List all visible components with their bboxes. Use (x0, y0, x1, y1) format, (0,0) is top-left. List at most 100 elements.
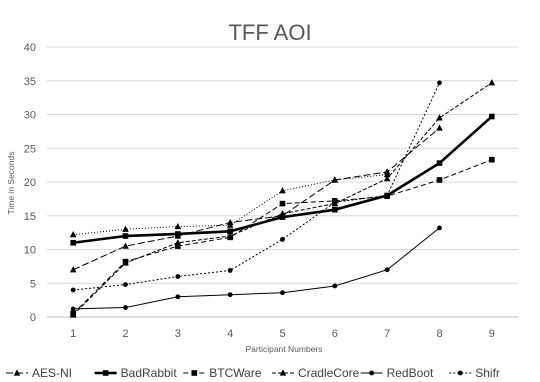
y-tick-label: 5 (30, 278, 36, 290)
series-badrabbit (70, 113, 495, 246)
data-point (436, 124, 443, 131)
data-point (332, 199, 338, 205)
data-point (279, 214, 286, 220)
data-point (70, 287, 76, 293)
data-point (123, 305, 128, 310)
data-point (69, 311, 77, 318)
x-tick-label: 3 (175, 328, 181, 340)
series-line (73, 227, 440, 310)
x-axis-title: Participant Numbers (245, 344, 322, 354)
series-lines (69, 79, 496, 318)
data-point (70, 239, 76, 246)
y-tick-label: 10 (24, 245, 36, 257)
legend-item: Shifr (449, 366, 500, 380)
series-line (72, 82, 493, 316)
series-line (73, 82, 440, 291)
data-point (226, 221, 234, 228)
legend-item: CradleCore (271, 366, 360, 380)
data-point (122, 242, 129, 249)
data-point (279, 200, 286, 207)
legend-marker (191, 370, 198, 376)
x-tick-label: 5 (279, 328, 285, 340)
y-axis-title: Time in Seconds (6, 152, 16, 215)
y-tick-label: 35 (24, 76, 36, 88)
series-redboot (70, 225, 442, 312)
x-tick-label: 9 (489, 328, 495, 340)
data-point (227, 228, 233, 235)
legend-item: RedBoot (360, 366, 434, 380)
legend: AES-NI BadRabbit BTCWare CradleCore RedBoot S… (6, 366, 500, 380)
data-point (279, 187, 286, 194)
data-point (488, 79, 496, 86)
legend-item: BTCWare (183, 366, 262, 380)
data-point (280, 290, 285, 296)
series-shifr (70, 80, 442, 293)
data-point (279, 210, 286, 217)
y-tick-label: 15 (24, 211, 36, 223)
data-point (122, 225, 129, 232)
data-point (175, 231, 181, 237)
data-point (69, 266, 77, 273)
x-tick-label: 6 (332, 328, 338, 340)
series-unlabeled-6 (69, 170, 391, 238)
data-point (227, 268, 233, 273)
data-point (175, 243, 181, 249)
data-point (226, 232, 234, 239)
y-tick-label: 20 (24, 177, 36, 189)
legend-marker (457, 370, 463, 376)
x-tick-labels: 1 2 3 4 5 6 7 8 9 (70, 328, 495, 340)
data-point (174, 222, 182, 230)
data-point (175, 294, 181, 300)
y-tick-label: 25 (24, 143, 36, 155)
legend-label: AES-NI (32, 366, 72, 380)
series-line (72, 127, 440, 271)
data-point (489, 113, 495, 120)
series-cradlecore (69, 79, 496, 318)
y-tick-label: 30 (24, 110, 36, 122)
data-point (383, 170, 391, 178)
data-point (175, 274, 181, 279)
data-point (280, 236, 285, 242)
data-point (437, 80, 442, 86)
data-point (436, 177, 443, 183)
data-point (122, 233, 129, 239)
data-point (123, 282, 128, 287)
data-point (383, 175, 391, 182)
x-tick-label: 8 (436, 328, 442, 340)
x-tick-label: 2 (122, 328, 128, 340)
data-point (489, 156, 495, 163)
y-tick-label: 40 (24, 42, 36, 54)
data-point (70, 306, 76, 312)
legend-label: BadRabbit (121, 366, 178, 380)
legend-item: AES-NI (6, 366, 72, 380)
y-tick-label: 0 (30, 312, 36, 324)
data-point (437, 225, 442, 231)
legend-marker (102, 370, 109, 376)
data-point (436, 160, 443, 166)
data-point (174, 239, 182, 246)
y-tick-labels: 0 5 10 15 20 25 30 35 40 (24, 42, 36, 324)
legend-label: CradleCore (298, 366, 360, 380)
legend-label: BTCWare (209, 366, 262, 380)
legend-item: BadRabbit (94, 366, 178, 380)
data-point (436, 114, 443, 121)
gridlines (47, 46, 518, 318)
legend-marker (279, 369, 287, 376)
data-point (384, 193, 390, 198)
data-point (331, 176, 339, 183)
x-tick-label: 4 (227, 328, 233, 340)
x-tick-label: 1 (70, 328, 76, 340)
data-point (332, 283, 338, 289)
data-point (69, 231, 77, 238)
data-point (384, 267, 390, 273)
legend-marker (13, 369, 21, 376)
data-point (227, 292, 233, 298)
legend-label: RedBoot (387, 366, 434, 380)
chart-title: TFF AOI (228, 20, 311, 45)
legend-marker (369, 370, 374, 376)
data-point (122, 259, 129, 266)
legend-label: Shifr (475, 366, 500, 380)
data-point (332, 206, 338, 213)
series-line (73, 115, 493, 245)
